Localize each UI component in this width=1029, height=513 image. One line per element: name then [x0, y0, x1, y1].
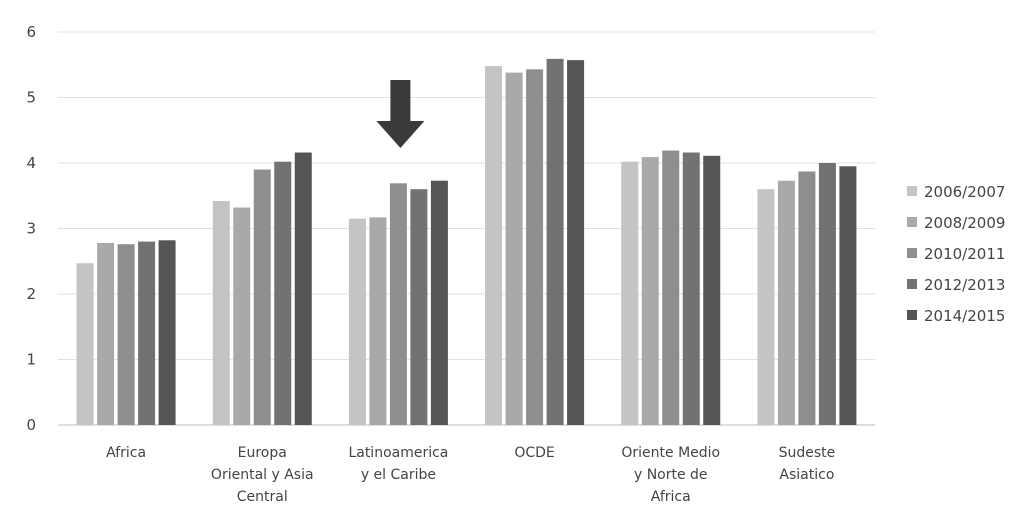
bar — [505, 72, 523, 426]
bar — [839, 166, 857, 425]
bar — [485, 66, 503, 425]
bar — [253, 169, 271, 425]
legend-label: 2008/2009 — [924, 214, 1005, 232]
legend-item: 2012/2013 — [907, 276, 1005, 294]
legend-item: 2014/2015 — [907, 307, 1005, 325]
gridlines — [58, 31, 875, 426]
y-axis-ticks: 0 1 2 3 4 5 6 — [26, 23, 36, 434]
bar — [212, 200, 230, 425]
bar — [117, 244, 135, 425]
legend: 2006/2007 2008/2009 2010/2011 2012/2013 2014… — [907, 183, 1005, 325]
bar — [233, 207, 251, 425]
x-tick-label: Latinoamerica y el Caribe — [348, 445, 448, 483]
bar — [389, 183, 407, 425]
x-axis-ticks: Africa Europa Oriental y Asia Central Latino… — [106, 445, 835, 505]
bar — [777, 180, 795, 425]
x-tick-label: Europa Oriental y Asia Central — [211, 445, 314, 505]
legend-swatch — [907, 310, 917, 320]
bar — [274, 161, 292, 425]
x-tick-label: Sudeste Asiatico — [779, 445, 836, 483]
bar — [682, 152, 700, 425]
legend-swatch — [907, 186, 917, 196]
legend-swatch — [907, 217, 917, 227]
legend-label: 2012/2013 — [924, 276, 1005, 294]
legend-label: 2014/2015 — [924, 307, 1005, 325]
bars — [76, 58, 857, 426]
bar — [369, 217, 387, 425]
x-tick-label: Oriente Medio y Norte de Africa — [621, 445, 720, 505]
legend-swatch — [907, 279, 917, 289]
y-tick-label: 6 — [26, 23, 36, 41]
bar — [410, 189, 428, 425]
legend-label: 2010/2011 — [924, 245, 1005, 263]
bar — [526, 69, 544, 426]
bar — [76, 263, 94, 425]
legend-swatch — [907, 248, 917, 258]
down-arrow-icon — [376, 80, 425, 148]
bar — [641, 157, 659, 426]
bar — [97, 242, 115, 425]
y-tick-label: 0 — [26, 416, 36, 434]
bar — [546, 58, 564, 425]
bar — [798, 171, 816, 425]
bar — [662, 150, 680, 425]
y-tick-label: 3 — [26, 220, 36, 238]
bar — [158, 240, 176, 425]
y-tick-label: 2 — [26, 285, 36, 303]
legend-item: 2008/2009 — [907, 214, 1005, 232]
x-tick-label: OCDE — [514, 445, 554, 461]
bar — [757, 189, 775, 425]
annotation-arrow — [376, 80, 425, 148]
x-tick-label: Africa — [106, 445, 146, 461]
bar — [621, 161, 639, 425]
bar — [138, 241, 156, 425]
legend-item: 2010/2011 — [907, 245, 1005, 263]
legend-label: 2006/2007 — [924, 183, 1005, 201]
bar — [430, 180, 448, 425]
y-tick-label: 5 — [26, 89, 36, 107]
bar — [348, 218, 366, 425]
legend-item: 2006/2007 — [907, 183, 1005, 201]
y-tick-label: 4 — [26, 154, 36, 172]
bar — [703, 155, 721, 426]
y-tick-label: 1 — [26, 351, 36, 369]
bar — [294, 152, 312, 425]
bar — [567, 60, 585, 425]
bar — [818, 163, 836, 425]
